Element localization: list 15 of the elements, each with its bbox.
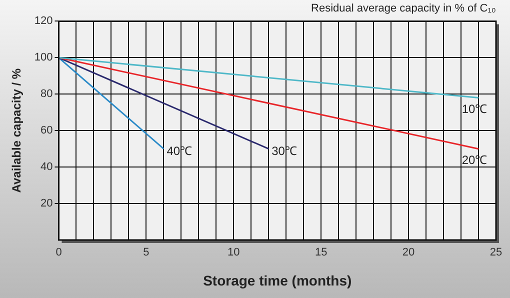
x-tick-label: 25 [490, 246, 502, 259]
y-tick-label: 40 [40, 161, 53, 174]
y-tick-label: 100 [34, 52, 53, 64]
x-tick-label: 0 [56, 246, 62, 259]
x-tick-label: 10 [228, 246, 240, 259]
chart-title: Residual average capacity in % of C₁₀ [311, 2, 496, 15]
y-tick-label: 120 [34, 15, 53, 28]
x-axis-title: Storage time (months) [203, 272, 352, 288]
x-tick-label: 15 [314, 246, 328, 259]
x-tick-label: 20 [402, 246, 415, 259]
y-tick-label: 60 [40, 124, 53, 137]
x-tick-label: 5 [143, 246, 150, 259]
y-tick-label: 80 [40, 88, 53, 100]
y-tick-label: 20 [40, 198, 53, 210]
y-axis-title: Available capacity / % [10, 68, 24, 193]
